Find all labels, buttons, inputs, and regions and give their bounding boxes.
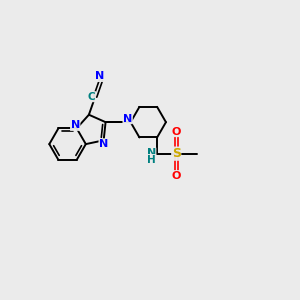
Text: N: N [147, 148, 156, 158]
Text: O: O [172, 127, 181, 136]
Text: H: H [147, 154, 156, 164]
Text: N: N [95, 71, 104, 82]
Text: N: N [123, 114, 132, 124]
Text: N: N [70, 120, 80, 130]
Text: C: C [88, 92, 95, 102]
Text: N: N [99, 139, 108, 149]
Text: O: O [172, 171, 181, 181]
Text: S: S [172, 147, 181, 160]
